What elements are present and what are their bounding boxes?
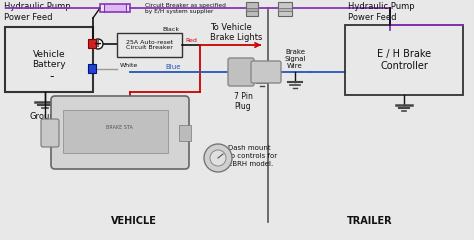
Text: Circuit Breaker as specified
by E/H system supplier: Circuit Breaker as specified by E/H syst… [145, 3, 226, 14]
Text: E / H Brake
Controller: E / H Brake Controller [377, 49, 431, 71]
Text: Brake
Signal
Wire: Brake Signal Wire [284, 49, 306, 69]
Text: To Vehicle
Brake Lights: To Vehicle Brake Lights [210, 23, 263, 42]
Text: -: - [50, 71, 54, 84]
Bar [278, 2, 292, 16]
Circle shape [204, 144, 232, 172]
Bar [278, 8, 292, 11]
Text: Black: Black [163, 27, 180, 32]
Text: TRAILER: TRAILER [347, 216, 393, 226]
Circle shape [210, 150, 226, 166]
Text: +: + [94, 39, 102, 49]
Text: Vehicle
Battery: Vehicle Battery [32, 50, 66, 69]
Bar [179, 125, 191, 141]
FancyBboxPatch shape [41, 119, 59, 147]
Text: Hydraulic Pump
Power Feed: Hydraulic Pump Power Feed [4, 2, 71, 22]
Text: White: White [120, 63, 138, 68]
Text: Red: Red [185, 38, 197, 43]
Text: Dash mount
to controls for
EBRH model.: Dash mount to controls for EBRH model. [228, 145, 277, 167]
Bar [100, 4, 130, 12]
Text: 7 Pin
Plug: 7 Pin Plug [234, 92, 253, 111]
Bar [88, 64, 96, 73]
FancyBboxPatch shape [228, 58, 254, 86]
Bar [88, 39, 96, 48]
Bar [63, 110, 168, 153]
Text: Blue: Blue [165, 64, 181, 70]
FancyBboxPatch shape [51, 96, 189, 169]
Bar [246, 8, 258, 11]
Text: Hydraulic Pump
Power Feed: Hydraulic Pump Power Feed [348, 2, 415, 22]
Circle shape [93, 39, 103, 49]
Text: BRAKE STA: BRAKE STA [106, 125, 133, 130]
Bar [117, 33, 182, 57]
Bar [345, 25, 463, 95]
Bar [5, 27, 93, 92]
Text: Ground: Ground [29, 112, 61, 121]
Bar [246, 2, 258, 16]
FancyBboxPatch shape [251, 61, 281, 83]
Text: VEHICLE: VEHICLE [111, 216, 157, 226]
Text: 25A Auto-reset
Circuit Breaker: 25A Auto-reset Circuit Breaker [126, 40, 173, 50]
Bar [104, 4, 126, 12]
